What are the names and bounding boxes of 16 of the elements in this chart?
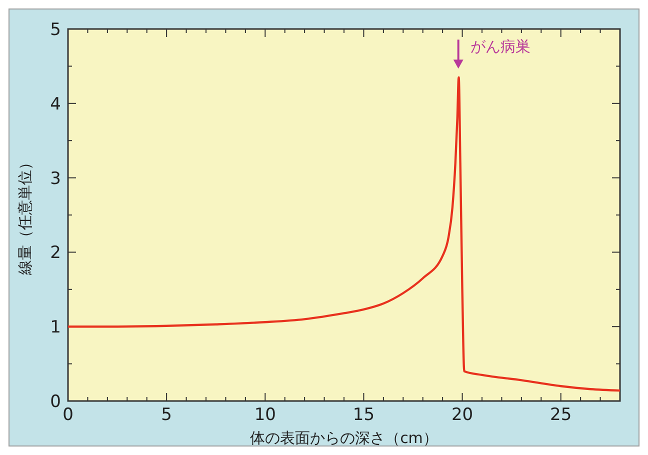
x-tick-label: 5: [161, 405, 172, 425]
x-axis-title: 体の表面からの深さ（cm）: [250, 429, 438, 447]
y-tick-label: 0: [50, 392, 61, 412]
y-tick-label: 3: [50, 168, 61, 189]
y-tick-label: 2: [50, 243, 61, 264]
x-tick-label: 0: [62, 405, 74, 425]
x-tick-label: 10: [254, 405, 276, 425]
line-series: [66, 76, 622, 392]
annotation: がん病巣: [470, 38, 530, 56]
y-tick-label: 1: [50, 318, 61, 338]
y-tick-label: 5: [50, 20, 61, 40]
x-tick-label: 25: [550, 405, 572, 425]
y-axis-title: 線量（任意単位）: [16, 155, 34, 276]
x-tick-label: 15: [352, 405, 375, 425]
y-tick-label: 4: [50, 94, 61, 114]
x-tick-label: 20: [451, 405, 474, 425]
